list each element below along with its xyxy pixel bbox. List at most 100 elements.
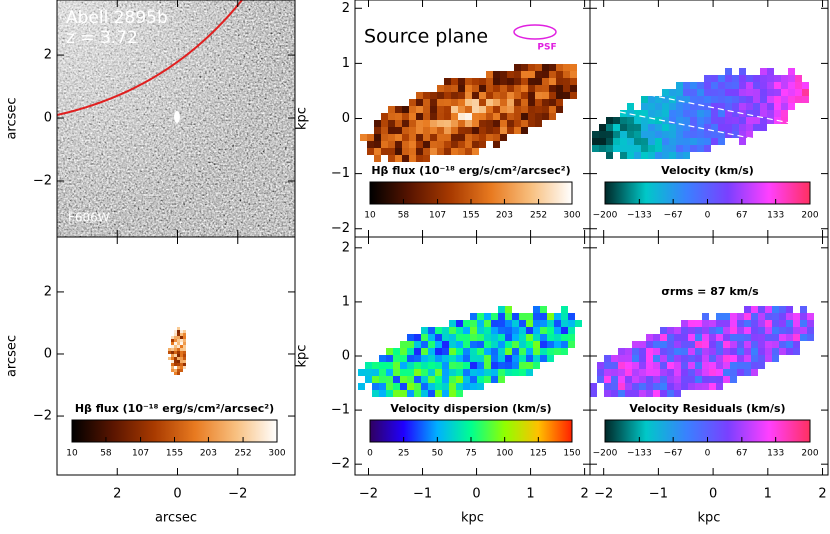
map-pixel bbox=[716, 341, 723, 348]
map-pixel bbox=[641, 110, 648, 117]
map-pixel bbox=[393, 390, 400, 397]
map-pixel bbox=[491, 355, 498, 362]
map-pixel bbox=[486, 99, 493, 106]
map-pixel bbox=[500, 120, 507, 127]
map-pixel bbox=[718, 82, 725, 89]
map-pixel bbox=[400, 383, 407, 390]
map-pixel bbox=[456, 362, 463, 369]
map-pixel bbox=[767, 68, 774, 75]
map-pixel bbox=[676, 89, 683, 96]
map-pixel bbox=[484, 376, 491, 383]
map-pixel bbox=[400, 376, 407, 383]
map-pixel bbox=[526, 313, 533, 320]
map-pixel bbox=[570, 78, 577, 85]
map-pixel bbox=[641, 96, 648, 103]
map-pixel bbox=[500, 99, 507, 106]
map-pixel bbox=[554, 327, 561, 334]
map-pixel bbox=[381, 113, 388, 120]
map-pixel bbox=[512, 355, 519, 362]
map-pixel bbox=[639, 355, 646, 362]
colorbar-label: Velocity Residuals (km/s) bbox=[629, 402, 785, 415]
map-pixel bbox=[183, 351, 186, 354]
map-pixel bbox=[627, 152, 634, 159]
map-pixel bbox=[681, 355, 688, 362]
map-pixel bbox=[372, 390, 379, 397]
map-pixel bbox=[697, 138, 704, 145]
map-pixel bbox=[653, 362, 660, 369]
map-pixel bbox=[570, 92, 577, 99]
map-pixel bbox=[521, 78, 528, 85]
map-pixel bbox=[484, 320, 491, 327]
map-pixel bbox=[535, 78, 542, 85]
map-pixel bbox=[737, 355, 744, 362]
map-pixel bbox=[177, 330, 180, 333]
y-tick-label: 0 bbox=[342, 349, 350, 364]
map-pixel bbox=[556, 85, 563, 92]
map-pixel bbox=[456, 390, 463, 397]
map-pixel bbox=[556, 106, 563, 113]
map-pixel bbox=[681, 334, 688, 341]
map-pixel bbox=[620, 145, 627, 152]
map-pixel bbox=[746, 124, 753, 131]
map-pixel bbox=[421, 390, 428, 397]
map-pixel bbox=[174, 372, 177, 375]
map-pixel bbox=[533, 355, 540, 362]
map-pixel bbox=[542, 99, 549, 106]
map-pixel bbox=[171, 360, 174, 363]
map-pixel bbox=[725, 68, 732, 75]
map-pixel bbox=[695, 341, 702, 348]
map-pixel bbox=[535, 106, 542, 113]
colorbar-label: Hβ flux (10⁻¹⁸ erg/s/cm²/arcsec²) bbox=[75, 402, 274, 415]
map-pixel bbox=[180, 348, 183, 351]
map-pixel bbox=[393, 355, 400, 362]
map-pixel bbox=[634, 138, 641, 145]
y-tick-label: 0 bbox=[44, 346, 52, 361]
map-pixel bbox=[493, 92, 500, 99]
map-pixel bbox=[627, 103, 634, 110]
map-pixel bbox=[449, 327, 456, 334]
map-pixel bbox=[381, 141, 388, 148]
map-pixel bbox=[568, 327, 575, 334]
dashed-guide bbox=[609, 109, 791, 147]
map-pixel bbox=[444, 99, 451, 106]
map-pixel bbox=[493, 141, 500, 148]
map-pixel bbox=[554, 334, 561, 341]
map-pixel bbox=[718, 124, 725, 131]
map-pixel bbox=[493, 71, 500, 78]
map-pixel bbox=[470, 320, 477, 327]
colorbar-tick-label: −67 bbox=[664, 211, 683, 221]
map-pixel bbox=[521, 127, 528, 134]
map-pixel bbox=[512, 313, 519, 320]
map-pixel bbox=[402, 113, 409, 120]
map-pixel bbox=[695, 320, 702, 327]
map-pixel bbox=[168, 351, 171, 354]
map-pixel bbox=[758, 348, 765, 355]
map-pixel bbox=[465, 92, 472, 99]
map-pixel bbox=[444, 113, 451, 120]
map-pixel bbox=[465, 85, 472, 92]
map-pixel bbox=[606, 145, 613, 152]
map-pixel bbox=[697, 103, 704, 110]
map-pixel bbox=[646, 383, 653, 390]
x-tick-label: −2 bbox=[359, 487, 378, 502]
map-pixel bbox=[484, 355, 491, 362]
map-pixel bbox=[723, 334, 730, 341]
map-pixel bbox=[477, 327, 484, 334]
map-pixel bbox=[472, 92, 479, 99]
map-pixel bbox=[491, 369, 498, 376]
map-pixel bbox=[442, 341, 449, 348]
map-pixel bbox=[655, 138, 662, 145]
map-pixel bbox=[767, 96, 774, 103]
map-pixel bbox=[512, 362, 519, 369]
map-pixel bbox=[451, 85, 458, 92]
map-pixel bbox=[674, 369, 681, 376]
map-pixel bbox=[180, 369, 183, 372]
map-pixel bbox=[737, 327, 744, 334]
map-pixel bbox=[409, 113, 416, 120]
y-tick-label: −1 bbox=[331, 166, 350, 181]
map-pixel bbox=[416, 99, 423, 106]
colorbar-tick-label: 0 bbox=[705, 449, 711, 459]
map-pixel bbox=[627, 131, 634, 138]
map-pixel bbox=[535, 64, 542, 71]
map-pixel bbox=[379, 390, 386, 397]
